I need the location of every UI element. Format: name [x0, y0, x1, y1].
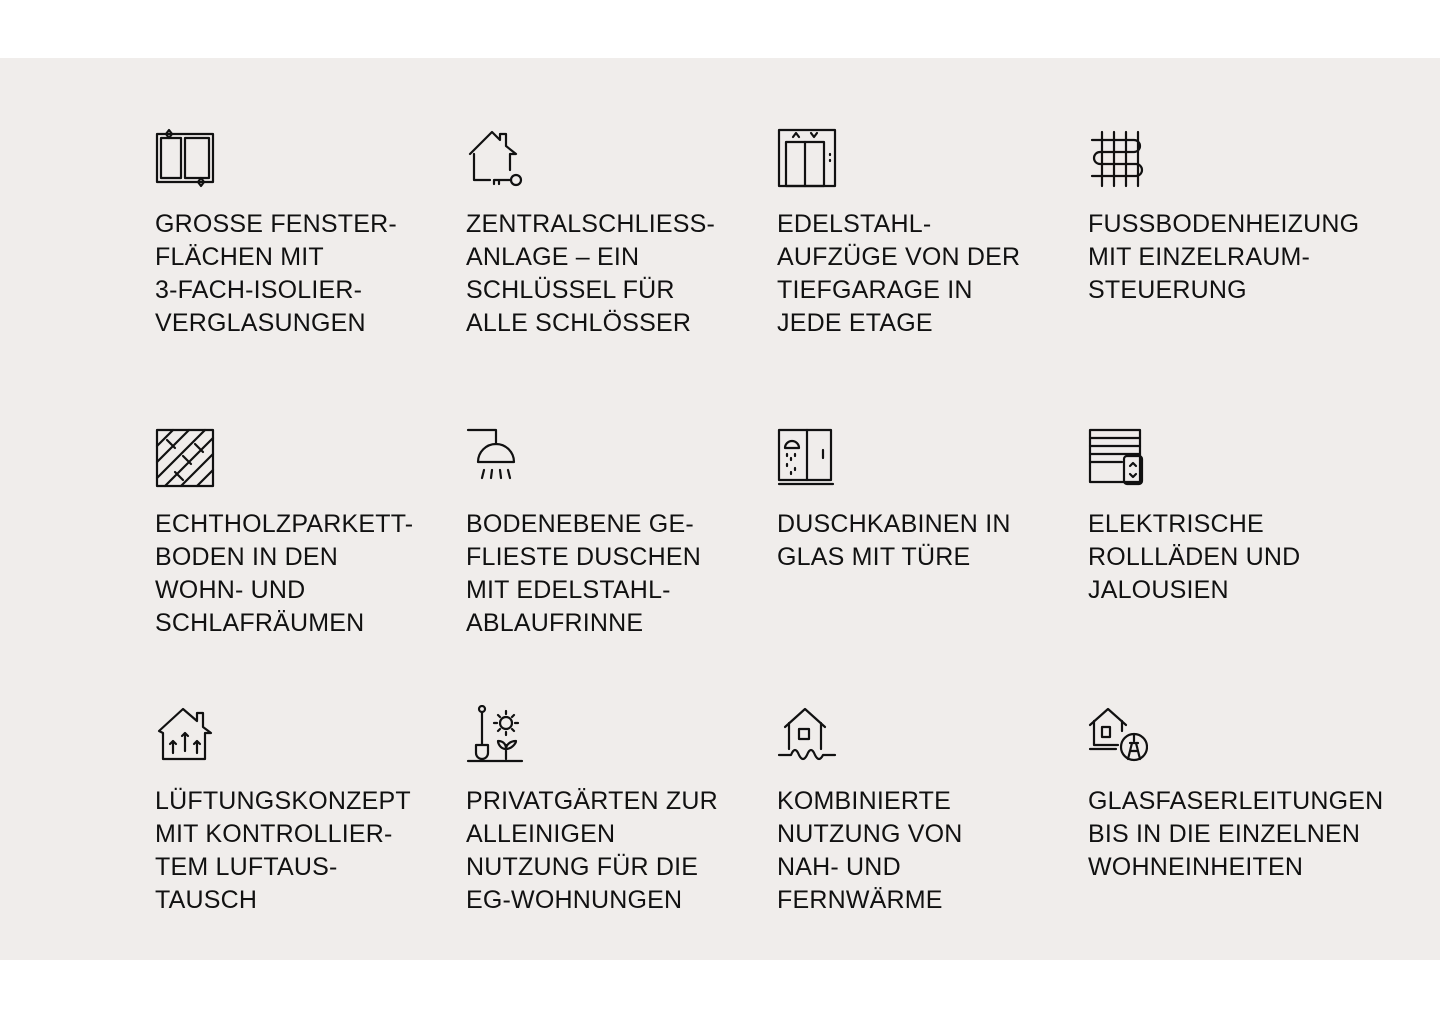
roller-shutter-icon — [1088, 428, 1144, 486]
district-heating-icon — [777, 707, 837, 761]
feature-label: ELEKTRISCHE ROLLLÄDEN UND JALOUSIEN — [1088, 510, 1301, 604]
feature-label: GLASFASERLEITUNGEN BIS IN DIE EINZELNEN … — [1088, 787, 1384, 881]
ventilation-house-icon — [157, 707, 213, 761]
feature-label: ECHTHOLZPARKETT- BODEN IN DEN WOHN- UND … — [155, 510, 414, 637]
feature-label: FUSSBODENHEIZUNG MIT EINZELRAUM- STEUERU… — [1088, 210, 1360, 304]
feature-gardens: PRIVATGÄRTEN ZUR ALLEINIGEN NUTZUNG FÜR … — [466, 705, 756, 917]
feature-label: EDELSTAHL- AUFZÜGE VON DER TIEFGARAGE IN… — [777, 210, 1021, 337]
feature-central-locking: ZENTRALSCHLIESS- ANLAGE – EIN SCHLÜSSEL … — [466, 128, 756, 340]
shower-cabin-icon — [777, 428, 835, 486]
feature-showers: BODENEBENE GE- FLIESTE DUSCHEN MIT EDELS… — [466, 428, 756, 640]
feature-district-heating: KOMBINIERTE NUTZUNG VON NAH- UND FERNWÄR… — [777, 705, 1067, 917]
elevator-icon — [777, 128, 837, 188]
feature-windows: GROSSE FENSTER- FLÄCHEN MIT 3-FACH-ISOLI… — [155, 128, 445, 340]
floor-heating-icon — [1090, 130, 1144, 188]
garden-icon — [466, 705, 524, 763]
feature-label: PRIVATGÄRTEN ZUR ALLEINIGEN NUTZUNG FÜR … — [466, 787, 718, 914]
feature-parquet: ECHTHOLZPARKETT- BODEN IN DEN WOHN- UND … — [155, 428, 445, 640]
feature-label: LÜFTUNGSKONZEPT MIT KONTROLLIER- TEM LUF… — [155, 787, 411, 914]
feature-fiber: GLASFASERLEITUNGEN BIS IN DIE EINZELNEN … — [1088, 705, 1384, 884]
features-panel — [0, 58, 1440, 960]
feature-label: ZENTRALSCHLIESS- ANLAGE – EIN SCHLÜSSEL … — [466, 210, 716, 337]
window-icon — [155, 128, 215, 188]
feature-elevators: EDELSTAHL- AUFZÜGE VON DER TIEFGARAGE IN… — [777, 128, 1067, 340]
feature-label: DUSCHKABINEN IN GLAS MIT TÜRE — [777, 510, 1011, 571]
feature-label: BODENEBENE GE- FLIESTE DUSCHEN MIT EDELS… — [466, 510, 701, 637]
feature-shutters: ELEKTRISCHE ROLLLÄDEN UND JALOUSIEN — [1088, 428, 1378, 607]
feature-shower-cabins: DUSCHKABINEN IN GLAS MIT TÜRE — [777, 428, 1067, 574]
house-key-icon — [468, 130, 523, 187]
shower-icon — [466, 428, 516, 480]
feature-label: KOMBINIERTE NUTZUNG VON NAH- UND FERNWÄR… — [777, 787, 963, 914]
feature-label: GROSSE FENSTER- FLÄCHEN MIT 3-FACH-ISOLI… — [155, 210, 397, 337]
parquet-icon — [155, 428, 215, 488]
fiber-house-icon — [1088, 707, 1148, 762]
feature-ventilation: LÜFTUNGSKONZEPT MIT KONTROLLIER- TEM LUF… — [155, 705, 445, 917]
feature-floor-heating: FUSSBODENHEIZUNG MIT EINZELRAUM- STEUERU… — [1088, 128, 1378, 307]
